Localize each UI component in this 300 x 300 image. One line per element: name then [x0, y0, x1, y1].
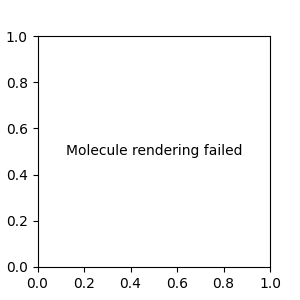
Text: Molecule rendering failed: Molecule rendering failed — [65, 145, 242, 158]
